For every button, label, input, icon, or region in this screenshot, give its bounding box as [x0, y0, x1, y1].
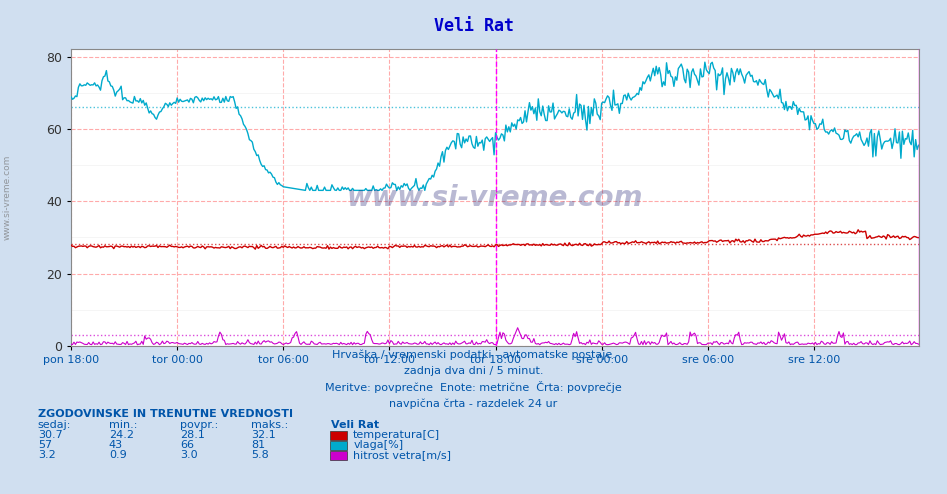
Text: Veli Rat: Veli Rat [434, 17, 513, 35]
Text: 66: 66 [180, 440, 194, 450]
Text: www.si-vreme.com: www.si-vreme.com [347, 184, 643, 211]
Text: 57: 57 [38, 440, 52, 450]
Text: povpr.:: povpr.: [180, 420, 218, 430]
Text: vlaga[%]: vlaga[%] [353, 440, 403, 450]
Text: min.:: min.: [109, 420, 137, 430]
Text: 28.1: 28.1 [180, 430, 205, 440]
Text: navpična črta - razdelek 24 ur: navpična črta - razdelek 24 ur [389, 399, 558, 409]
Text: zadnja dva dni / 5 minut.: zadnja dva dni / 5 minut. [403, 367, 544, 376]
Text: 0.9: 0.9 [109, 450, 127, 460]
Text: 43: 43 [109, 440, 123, 450]
Text: 30.7: 30.7 [38, 430, 63, 440]
Text: 3.2: 3.2 [38, 450, 56, 460]
Text: 24.2: 24.2 [109, 430, 134, 440]
Text: 3.0: 3.0 [180, 450, 198, 460]
Text: ZGODOVINSKE IN TRENUTNE VREDNOSTI: ZGODOVINSKE IN TRENUTNE VREDNOSTI [38, 410, 293, 419]
Text: 5.8: 5.8 [251, 450, 269, 460]
Text: sedaj:: sedaj: [38, 420, 71, 430]
Text: temperatura[C]: temperatura[C] [353, 430, 440, 440]
Text: maks.:: maks.: [251, 420, 288, 430]
Text: 32.1: 32.1 [251, 430, 276, 440]
Text: Veli Rat: Veli Rat [331, 420, 380, 430]
Text: Meritve: povprečne  Enote: metrične  Črta: povprečje: Meritve: povprečne Enote: metrične Črta:… [325, 381, 622, 393]
Text: Hrvaška / vremenski podatki - avtomatske postaje.: Hrvaška / vremenski podatki - avtomatske… [331, 350, 616, 360]
Text: www.si-vreme.com: www.si-vreme.com [3, 155, 12, 240]
Text: hitrost vetra[m/s]: hitrost vetra[m/s] [353, 450, 451, 460]
Text: 81: 81 [251, 440, 265, 450]
